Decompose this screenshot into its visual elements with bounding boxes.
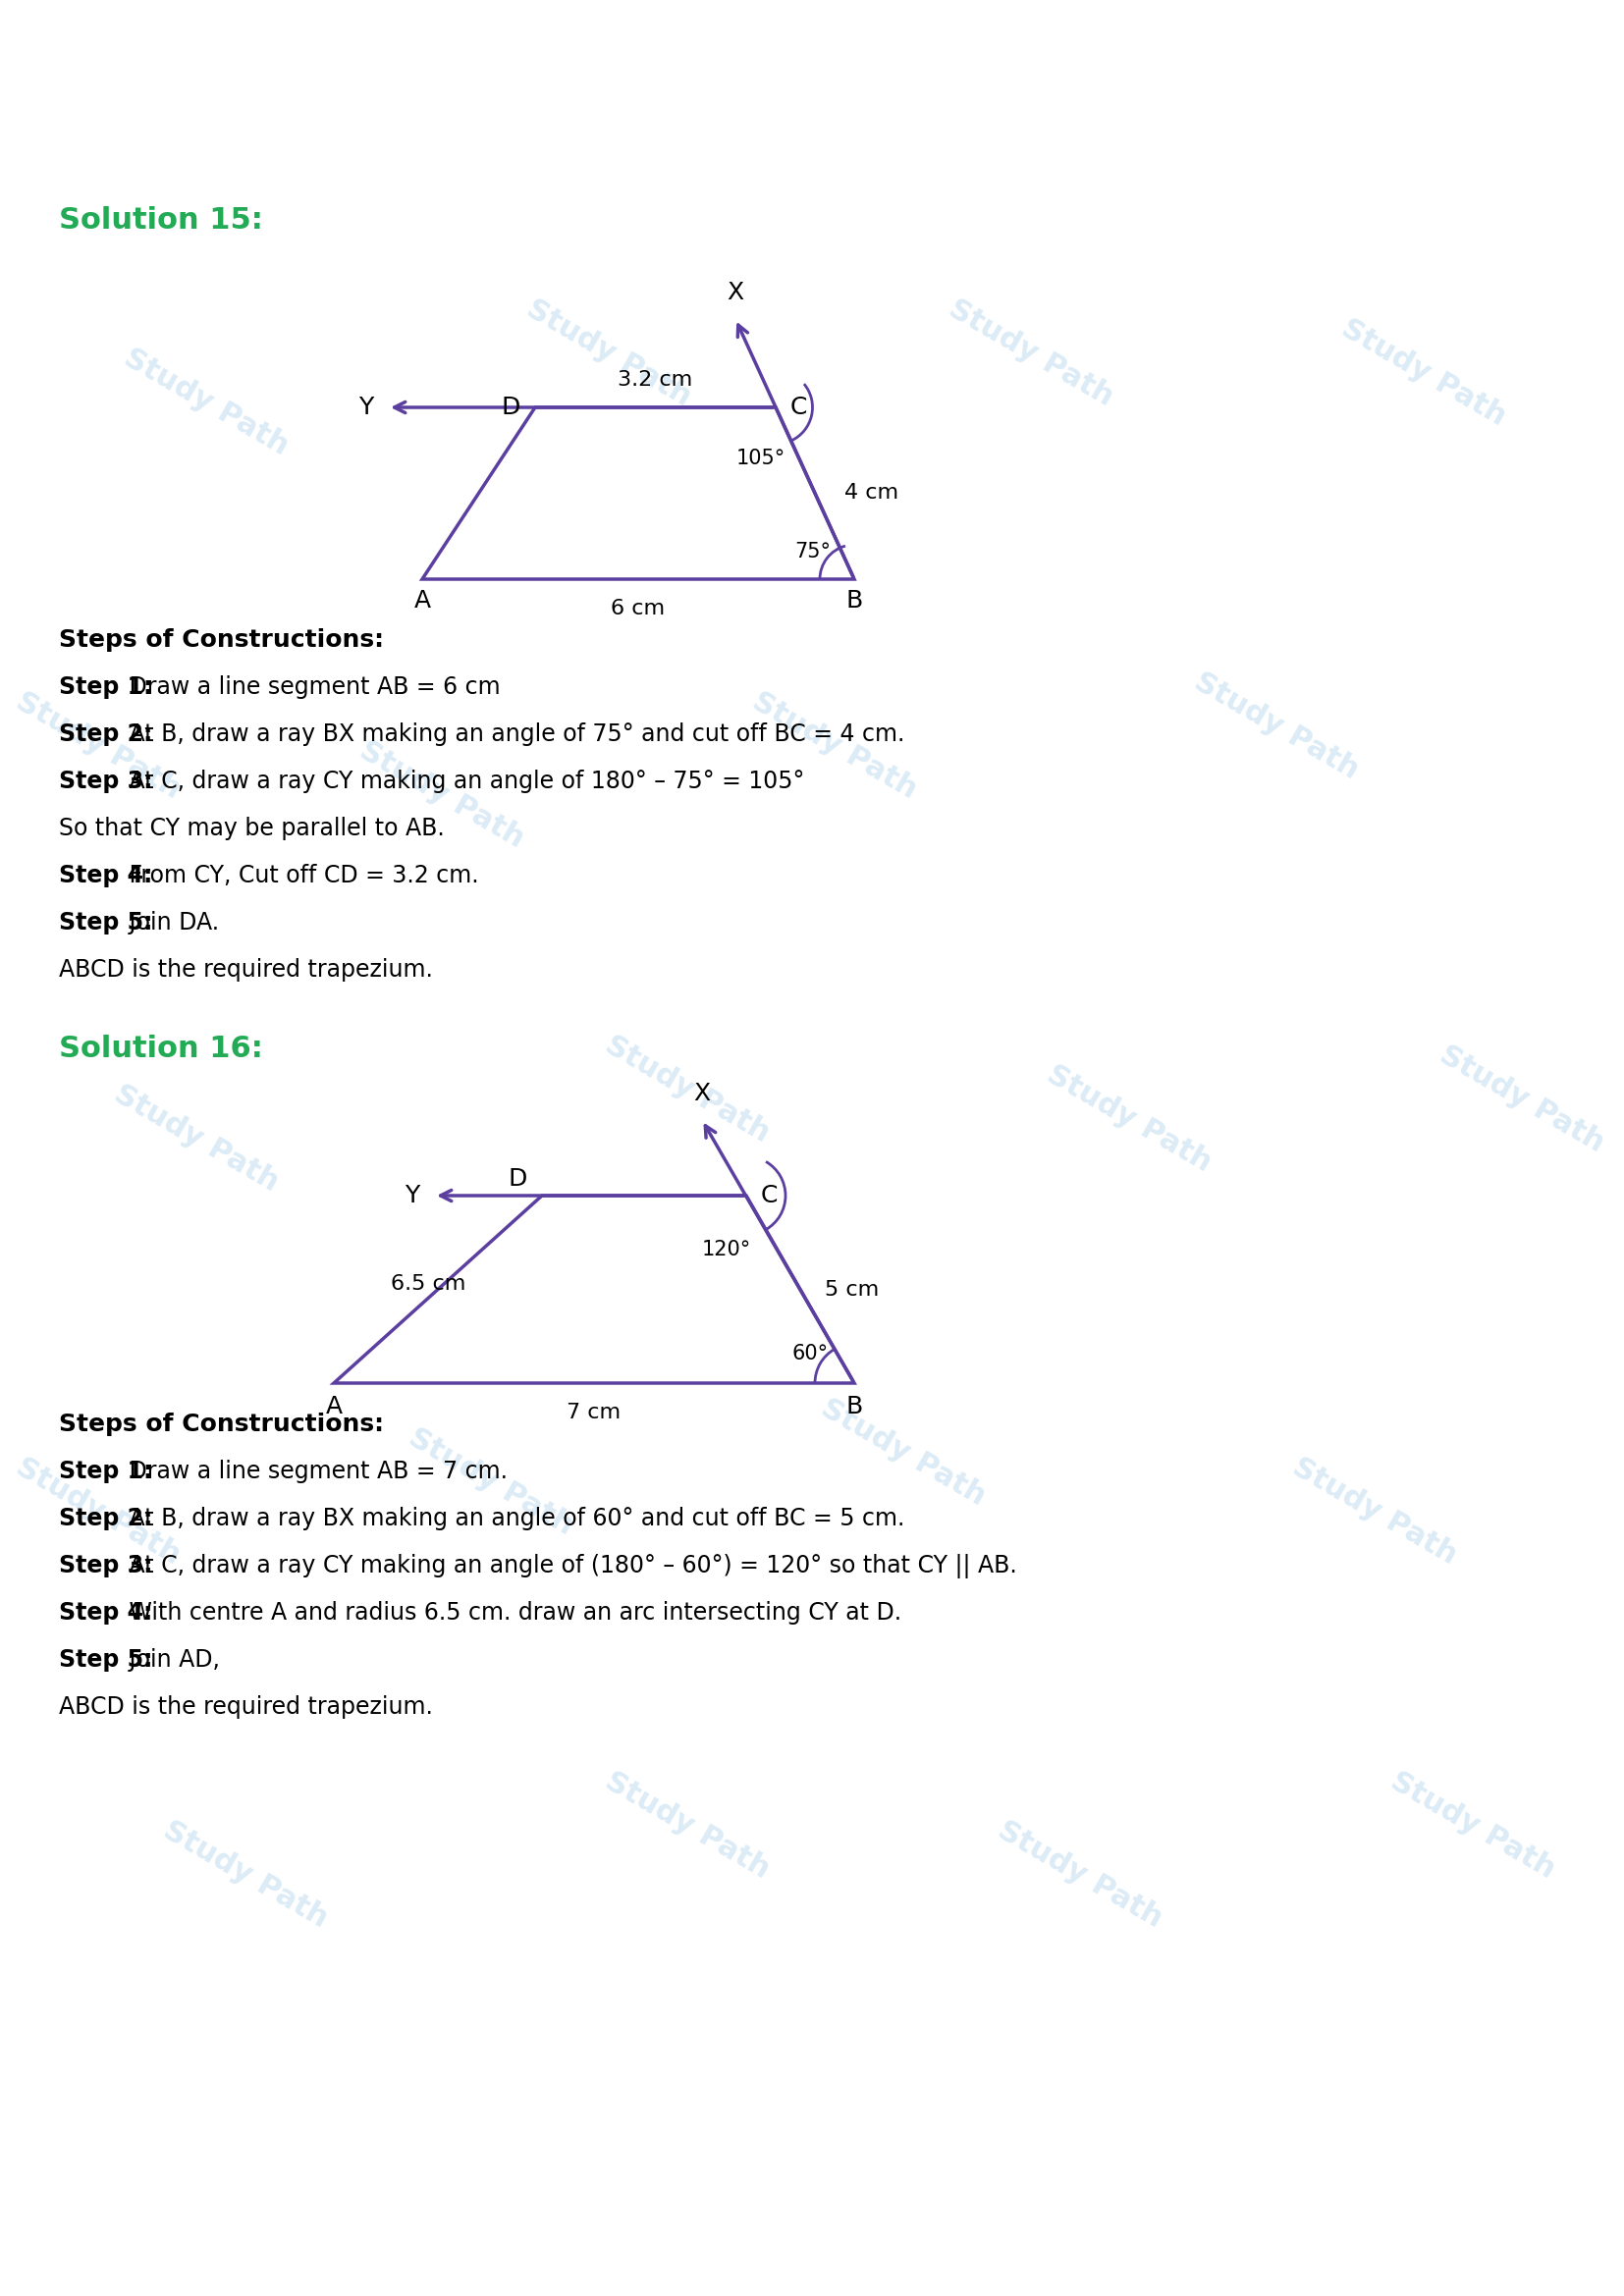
Text: ABCD is the required trapezium.: ABCD is the required trapezium. bbox=[58, 957, 434, 983]
Text: Study Path: Study Path bbox=[11, 1453, 185, 1570]
Text: D: D bbox=[502, 395, 520, 420]
Text: Step 4:: Step 4: bbox=[58, 1600, 153, 1626]
Text: Step 3:: Step 3: bbox=[58, 769, 153, 792]
Text: Study Path: Study Path bbox=[404, 1424, 578, 1541]
Text: C: C bbox=[762, 1185, 778, 1208]
Text: Step 4:: Step 4: bbox=[58, 863, 153, 886]
Text: Study Path: Study Path bbox=[1043, 1061, 1216, 1178]
Text: Join DA.: Join DA. bbox=[122, 912, 219, 934]
Text: Chapter 17: Construction of Quadrilaterals: Chapter 17: Construction of Quadrilatera… bbox=[500, 113, 1124, 138]
Text: B: B bbox=[846, 1396, 862, 1419]
Text: Study Path: Study Path bbox=[11, 687, 185, 804]
Text: 105°: 105° bbox=[736, 448, 786, 468]
Text: At B, draw a ray BX making an angle of 60° and cut off BC = 5 cm.: At B, draw a ray BX making an angle of 6… bbox=[122, 1506, 905, 1531]
Text: D: D bbox=[508, 1166, 528, 1192]
Text: Study Path: Study Path bbox=[119, 344, 294, 461]
Text: Solution 15:: Solution 15: bbox=[58, 207, 263, 234]
Text: X: X bbox=[728, 280, 744, 305]
Text: Study Path: Study Path bbox=[354, 737, 529, 854]
Text: 75°: 75° bbox=[794, 542, 831, 563]
Text: Solution 16:: Solution 16: bbox=[58, 1035, 263, 1063]
Text: At C, draw a ray CY making an angle of 180° – 75° = 105°: At C, draw a ray CY making an angle of 1… bbox=[122, 769, 806, 792]
Text: At B, draw a ray BX making an angle of 75° and cut off BC = 4 cm.: At B, draw a ray BX making an angle of 7… bbox=[122, 723, 905, 746]
Text: 6.5 cm: 6.5 cm bbox=[391, 1274, 466, 1295]
Text: Page 9 of 9: Page 9 of 9 bbox=[739, 2250, 885, 2273]
Text: Study Path: Study Path bbox=[1288, 1453, 1462, 1570]
Text: 120°: 120° bbox=[702, 1240, 752, 1261]
Text: Study Path: Study Path bbox=[109, 1079, 284, 1196]
Text: Study Path: Study Path bbox=[1385, 1768, 1561, 1885]
Text: 4 cm: 4 cm bbox=[844, 484, 898, 503]
Text: Step 5:: Step 5: bbox=[58, 912, 153, 934]
Text: A: A bbox=[414, 590, 430, 613]
Text: Study Path: Study Path bbox=[747, 687, 922, 804]
Text: Study Path: Study Path bbox=[1337, 315, 1510, 432]
Text: Class-VIII: Class-VIII bbox=[745, 21, 879, 48]
Text: Study Path: Study Path bbox=[944, 294, 1119, 411]
Text: RS Aggarwal Solutions: RS Aggarwal Solutions bbox=[646, 67, 978, 92]
Text: Study Path: Study Path bbox=[1434, 1040, 1609, 1157]
Text: C: C bbox=[791, 395, 807, 420]
Text: 60°: 60° bbox=[793, 1343, 828, 1364]
Text: Study Path: Study Path bbox=[599, 1768, 775, 1885]
Text: X: X bbox=[693, 1081, 710, 1104]
Text: Step 2:: Step 2: bbox=[58, 723, 153, 746]
Text: Study Path: Study Path bbox=[599, 1031, 775, 1148]
Text: Step 5:: Step 5: bbox=[58, 1649, 153, 1671]
Text: Study Path: Study Path bbox=[815, 1394, 991, 1511]
Text: A: A bbox=[325, 1396, 343, 1419]
Text: Draw a line segment AB = 6 cm: Draw a line segment AB = 6 cm bbox=[122, 675, 500, 698]
Text: Study Path: Study Path bbox=[521, 294, 697, 411]
Text: ABCD is the required trapezium.: ABCD is the required trapezium. bbox=[58, 1694, 434, 1720]
Text: Y: Y bbox=[359, 395, 374, 420]
Text: Step 1:: Step 1: bbox=[58, 1460, 153, 1483]
Text: Step 3:: Step 3: bbox=[58, 1554, 153, 1577]
Text: With centre A and radius 6.5 cm. draw an arc intersecting CY at D.: With centre A and radius 6.5 cm. draw an… bbox=[122, 1600, 901, 1626]
Text: From CY, Cut off CD = 3.2 cm.: From CY, Cut off CD = 3.2 cm. bbox=[122, 863, 479, 886]
Text: Step 2:: Step 2: bbox=[58, 1506, 153, 1531]
Text: At C, draw a ray CY making an angle of (180° – 60°) = 120° so that CY || AB.: At C, draw a ray CY making an angle of (… bbox=[122, 1554, 1017, 1577]
Text: Steps of Constructions:: Steps of Constructions: bbox=[58, 629, 383, 652]
Text: 6 cm: 6 cm bbox=[611, 599, 666, 618]
Text: Y: Y bbox=[404, 1185, 419, 1208]
Text: Study Path: Study Path bbox=[158, 1816, 333, 1933]
Text: Steps of Constructions:: Steps of Constructions: bbox=[58, 1412, 383, 1435]
Text: 5 cm: 5 cm bbox=[825, 1279, 879, 1300]
Text: Study Path: Study Path bbox=[992, 1816, 1168, 1933]
Text: So that CY may be parallel to AB.: So that CY may be parallel to AB. bbox=[58, 817, 445, 840]
Text: Draw a line segment AB = 7 cm.: Draw a line segment AB = 7 cm. bbox=[122, 1460, 508, 1483]
Text: 3.2 cm: 3.2 cm bbox=[619, 370, 693, 390]
Text: Join AD,: Join AD, bbox=[122, 1649, 221, 1671]
Text: B: B bbox=[846, 590, 862, 613]
Text: 7 cm: 7 cm bbox=[567, 1403, 620, 1421]
Text: Step 1:: Step 1: bbox=[58, 675, 153, 698]
Text: Study Path: Study Path bbox=[1189, 668, 1364, 785]
